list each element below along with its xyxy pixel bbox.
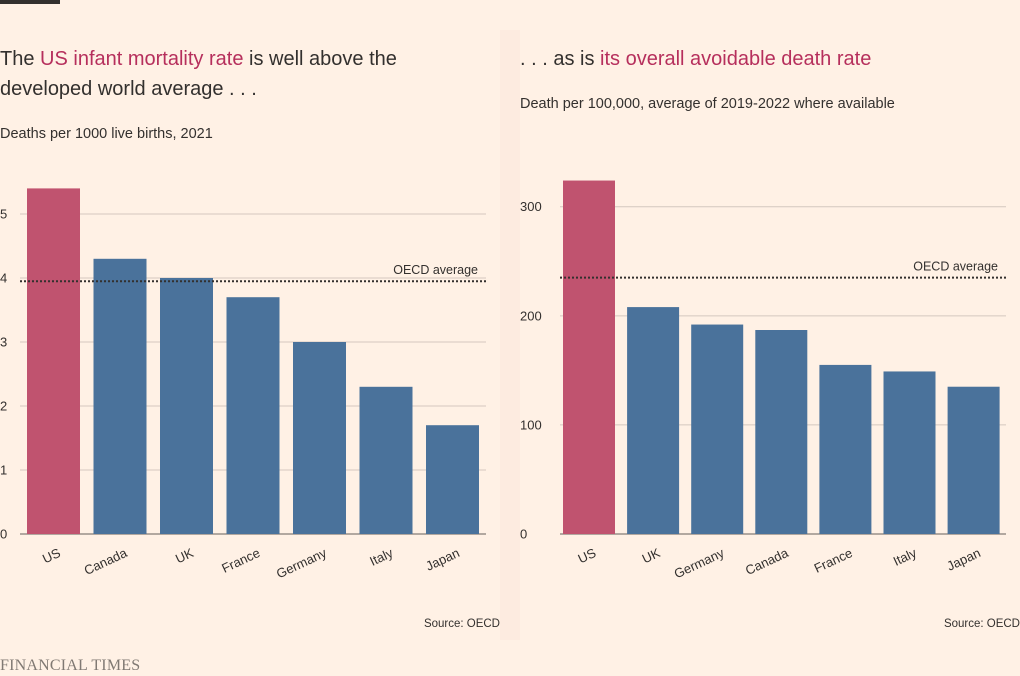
y-tick-label: 100	[520, 417, 542, 432]
bar-japan	[426, 425, 479, 534]
avoidable-death-chart: 0 100 200 300 US UK Germany Canada France Italy Ja…	[520, 180, 1006, 581]
x-tick-label: France	[219, 545, 262, 576]
x-tick-label: US	[576, 545, 599, 566]
y-tick-label: 300	[520, 199, 542, 214]
bar-italy	[883, 371, 936, 534]
chart-title: The US infant mortality rate is well abo…	[0, 44, 470, 104]
source-note: Source: OECD	[943, 618, 1020, 630]
bar-us	[563, 180, 615, 534]
x-tick-label: Canada	[743, 545, 791, 578]
x-tick-label: US	[40, 545, 63, 566]
bar-germany	[691, 324, 744, 534]
x-tick-label: Canada	[82, 545, 130, 578]
bar-uk	[627, 307, 680, 534]
x-tick-label: Italy	[367, 545, 395, 569]
y-tick-label: 4	[0, 271, 7, 286]
y-tick-label: 5	[0, 207, 7, 222]
chart-title: . . . as is its overall avoidable death …	[520, 44, 990, 74]
avoidable-death-panel: . . . as is its overall avoidable death …	[520, 0, 1020, 676]
title-text: The	[0, 48, 41, 70]
bar-japan	[947, 386, 1000, 534]
oecd-average-label: OECD average	[393, 263, 478, 277]
title-text: . . . as is	[520, 48, 601, 70]
title-highlight: US infant mortality rate	[40, 48, 244, 70]
y-tick-label: 2	[0, 399, 7, 414]
y-tick-label: 200	[520, 308, 542, 323]
infant-mortality-chart: 0 1 2 3 4 5 US Canada UK France Germany Italy Japan O…	[0, 188, 486, 581]
source-note: Source: OECD	[423, 618, 500, 630]
x-tick-label: France	[812, 545, 855, 576]
bar-italy	[359, 386, 413, 534]
bar-france	[819, 364, 872, 534]
infant-mortality-panel: The US infant mortality rate is well abo…	[0, 0, 500, 676]
bar-germany	[293, 342, 346, 534]
y-tick-label: 0	[0, 527, 7, 542]
x-tick-label: Germany	[274, 545, 329, 581]
bar-canada	[755, 330, 808, 534]
chart-subtitle: Deaths per 1000 live births, 2021	[0, 126, 213, 142]
panel-gutter	[500, 30, 520, 640]
y-tick-label: 1	[0, 463, 7, 478]
x-tick-label: Japan	[944, 545, 982, 574]
x-tick-label: UK	[640, 545, 663, 566]
x-tick-label: Italy	[891, 545, 919, 569]
bar-us	[27, 188, 80, 534]
x-tick-label: Japan	[423, 545, 461, 574]
bar-france	[226, 297, 280, 534]
top-rule	[0, 0, 60, 4]
y-tick-label: 3	[0, 335, 7, 350]
title-text-end: is well above the developed world averag…	[0, 48, 397, 100]
x-tick-label: Germany	[672, 545, 727, 581]
title-highlight: its overall avoidable death rate	[600, 48, 872, 70]
chart-subtitle: Death per 100,000, average of 2019-2022 …	[520, 96, 895, 112]
bar-canada	[93, 258, 147, 534]
y-tick-label: 0	[520, 527, 527, 542]
oecd-average-label: OECD average	[913, 260, 998, 274]
bar-uk	[160, 278, 213, 534]
x-tick-label: UK	[173, 545, 196, 566]
financial-times-logo: FINANCIAL TIMES	[0, 657, 141, 674]
